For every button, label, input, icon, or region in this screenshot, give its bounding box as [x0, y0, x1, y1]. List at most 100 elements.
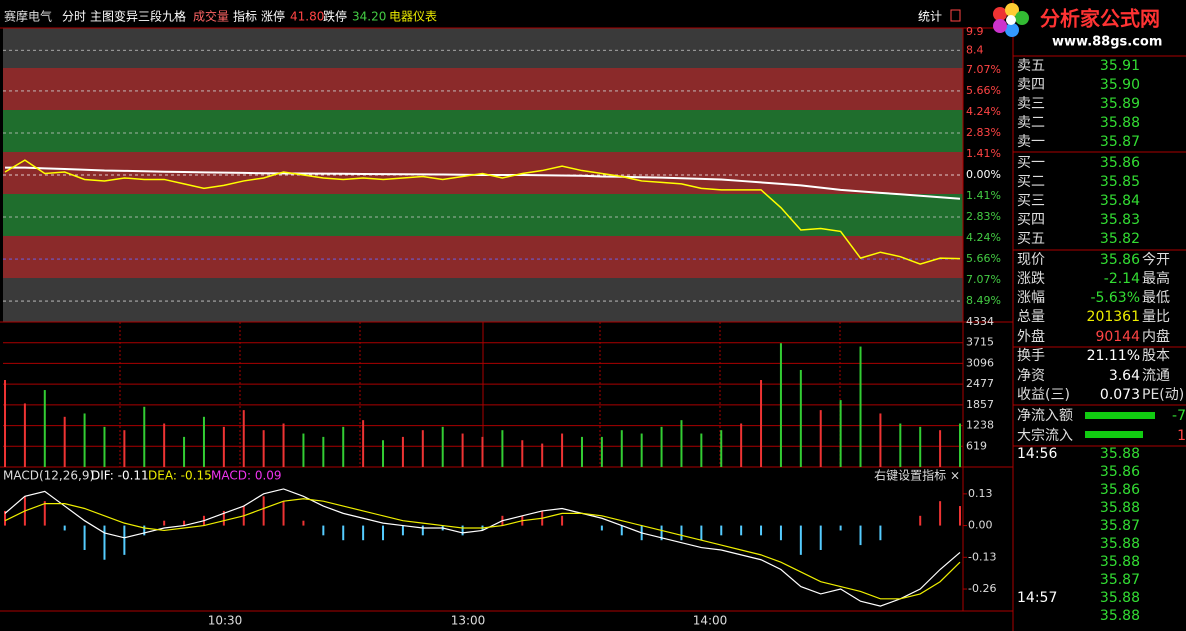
- quote-label: 净资: [1017, 368, 1045, 384]
- volume-bar: [481, 436, 484, 467]
- close-box[interactable]: [950, 9, 961, 22]
- volume-bar: [620, 430, 623, 467]
- volume-bar: [561, 433, 564, 467]
- bid-price: 35.83: [1100, 212, 1140, 228]
- limit-down-label: 跌停: [323, 9, 347, 24]
- bid-price: 35.82: [1100, 231, 1140, 247]
- trade-price: 35.88: [1100, 590, 1140, 606]
- trade-price: 35.88: [1100, 554, 1140, 570]
- limit-down: 34.20: [352, 10, 386, 24]
- ask-price: 35.90: [1100, 77, 1140, 93]
- quote-value: 90144: [1095, 329, 1140, 345]
- ask-label: 卖一: [1017, 134, 1045, 150]
- band: [3, 110, 963, 152]
- ask-label: 卖五: [1017, 58, 1045, 74]
- industry: 电器仪表: [389, 10, 437, 24]
- y-tick-label: 4.24%: [966, 105, 1001, 118]
- quote-value: -2.14: [1104, 271, 1140, 287]
- volume-bar: [282, 423, 285, 467]
- indicator-settings[interactable]: 右键设置指标 ×: [874, 468, 960, 483]
- volume-bar: [322, 436, 325, 467]
- quote-value: 0.073: [1100, 387, 1140, 403]
- y-tick-label: 0.00: [968, 519, 993, 532]
- limit-up: 41.80: [290, 10, 324, 24]
- trade-price: 35.88: [1100, 608, 1140, 624]
- flow-label: 净流入额: [1017, 408, 1073, 424]
- dif-line: [4, 488, 961, 607]
- price-line: [4, 159, 961, 265]
- volume-bar: [839, 400, 842, 467]
- volume-bar: [501, 430, 504, 467]
- flow-value: -7: [1172, 408, 1186, 424]
- tab[interactable]: 分时: [62, 10, 86, 24]
- main-chart[interactable]: 主图变异三段九格: [90, 9, 186, 24]
- time-label: 13:00: [451, 614, 486, 628]
- y-tick-label: 9.9: [966, 25, 984, 38]
- stats-button[interactable]: 统计: [918, 10, 942, 24]
- bid-label: 买五: [1017, 231, 1045, 247]
- bid-price: 35.86: [1100, 155, 1140, 171]
- quote-label: 股本: [1142, 348, 1170, 364]
- volume-bar: [760, 380, 763, 467]
- dea-label: DEA: -0.15: [148, 469, 212, 483]
- ask-price: 35.89: [1100, 96, 1140, 112]
- volume-bar: [919, 426, 922, 467]
- bid-label: 买二: [1017, 174, 1045, 190]
- y-tick-label: 3715: [966, 336, 994, 349]
- y-tick-label: 0.13: [968, 487, 993, 500]
- dea-line: [4, 498, 961, 600]
- trade-price: 35.86: [1100, 482, 1140, 498]
- trade-price: 35.88: [1100, 446, 1140, 462]
- volume-bar: [541, 443, 544, 467]
- volume-bar: [222, 426, 225, 467]
- volume-bar: [580, 436, 583, 467]
- flow-bar: [1085, 431, 1143, 438]
- volume-bar: [899, 423, 902, 467]
- bid-label: 买四: [1017, 212, 1045, 228]
- y-tick-label: 1.41%: [966, 147, 1001, 160]
- stock-name: 赛摩电气: [4, 9, 52, 24]
- quote-value: -5.63%: [1090, 290, 1140, 306]
- volume-bar: [700, 433, 703, 467]
- trade-price: 35.88: [1100, 536, 1140, 552]
- y-tick-label: 5.66%: [966, 84, 1001, 97]
- volume-bar: [600, 436, 603, 467]
- macd-label: MACD: 0.09: [211, 469, 282, 483]
- volume-bar: [660, 426, 663, 467]
- volume-bar: [342, 426, 345, 467]
- quote-label: 换手: [1017, 347, 1045, 364]
- quote-label: 内盘: [1142, 328, 1170, 345]
- time-label: 10:30: [208, 614, 243, 628]
- bid-label: 买三: [1017, 193, 1045, 209]
- band: [3, 278, 963, 322]
- y-tick-label: 1.41%: [966, 189, 1001, 202]
- volume-bar: [143, 406, 146, 467]
- band: [3, 28, 963, 68]
- indicator[interactable]: 指标: [233, 9, 257, 24]
- band: [3, 236, 963, 278]
- flow-label: 大宗流入: [1017, 428, 1073, 444]
- y-tick-label: 7.07%: [966, 273, 1001, 286]
- y-tick-label: -0.13: [968, 550, 996, 563]
- quote-value: 201361: [1087, 309, 1140, 325]
- volume-label[interactable]: 成交量: [193, 9, 229, 24]
- quote-value: 21.11%: [1087, 348, 1140, 364]
- volume-bar: [382, 440, 385, 467]
- quote-label: 外盘: [1017, 328, 1045, 345]
- time-label: 14:00: [693, 614, 728, 628]
- y-tick-label: 8.49%: [966, 294, 1001, 307]
- trade-time: 14:57: [1017, 590, 1057, 606]
- volume-bar: [63, 416, 66, 467]
- y-tick-label: 0.00%: [966, 168, 1001, 181]
- volume-bar: [819, 410, 822, 467]
- volume-bar: [680, 420, 683, 467]
- volume-bar: [43, 390, 46, 467]
- volume-bar: [163, 423, 166, 467]
- ask-price: 35.91: [1100, 58, 1140, 74]
- quote-label: 流通: [1142, 368, 1170, 384]
- quote-label: 今开: [1142, 252, 1170, 268]
- volume-bar: [23, 403, 26, 467]
- bid-label: 买一: [1017, 155, 1045, 171]
